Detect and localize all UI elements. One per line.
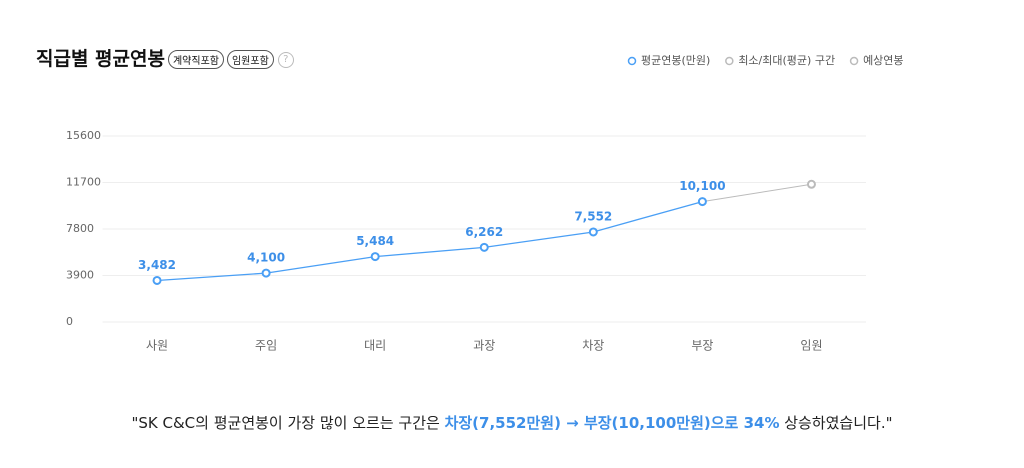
help-icon[interactable]: ? [277, 51, 294, 68]
x-tick-label: 부장 [691, 339, 713, 353]
data-label: 5,484 [356, 234, 394, 248]
y-tick-label: 0 [66, 315, 73, 328]
summary-highlight: 차장(7,552만원) → 부장(10,100만원)으로 34% [444, 414, 780, 432]
series-line [156, 200, 703, 282]
data-label: 4,100 [247, 251, 285, 265]
data-label: 3,482 [138, 258, 176, 272]
data-point [588, 227, 598, 237]
title: 직급별 평균연봉 [36, 48, 165, 70]
badge: 임원포함 [226, 50, 274, 69]
y-tick-label: 11700 [66, 176, 101, 189]
x-tick-label: 과장 [473, 339, 495, 353]
x-tick-label: 주임 [255, 339, 277, 353]
data-point [697, 197, 707, 207]
data-point [806, 179, 816, 189]
summary: "SK C&C의 평균연봉이 가장 많이 오르는 구간은 차장(7,552만원)… [0, 412, 1024, 433]
data-point [370, 252, 380, 262]
y-tick-label: 7800 [66, 222, 94, 235]
legend-marker [849, 56, 859, 66]
x-tick-label: 차장 [582, 339, 604, 353]
legend-label: 평균연봉(만원) [641, 54, 710, 67]
badge: 계약직포함 [167, 50, 224, 69]
legend-label: 최소/최대(평균) 구간 [738, 54, 835, 67]
data-point [152, 275, 162, 285]
legend-marker [627, 56, 637, 66]
legend-marker [725, 56, 734, 66]
y-tick-label: 3900 [66, 269, 94, 282]
x-tick-label: 임원 [800, 339, 822, 353]
x-tick-label: 대리 [364, 339, 386, 353]
header: 직급별 평균연봉 계약직포함 임원포함? [36, 44, 294, 71]
y-tick-label: 15600 [66, 129, 101, 142]
x-tick-label: 사원 [146, 339, 168, 353]
data-label: 10,100 [679, 179, 725, 193]
data-label: 6,262 [465, 225, 503, 239]
data-point [261, 268, 271, 278]
data-label: 7,552 [574, 209, 612, 223]
summary-text: 상승하였습니다." [779, 414, 893, 432]
chart: 0 3900 7800 11700 15600 사원 주임 대리 과장 차장 부장 임원 평균연봉(만원… [66, 54, 904, 353]
estimate-line [702, 183, 812, 203]
data-point [479, 242, 489, 252]
legend-label: 예상연봉 [863, 54, 903, 67]
summary-text: "SK C&C의 평균연봉이 가장 많이 오르는 구간은 [131, 414, 445, 432]
